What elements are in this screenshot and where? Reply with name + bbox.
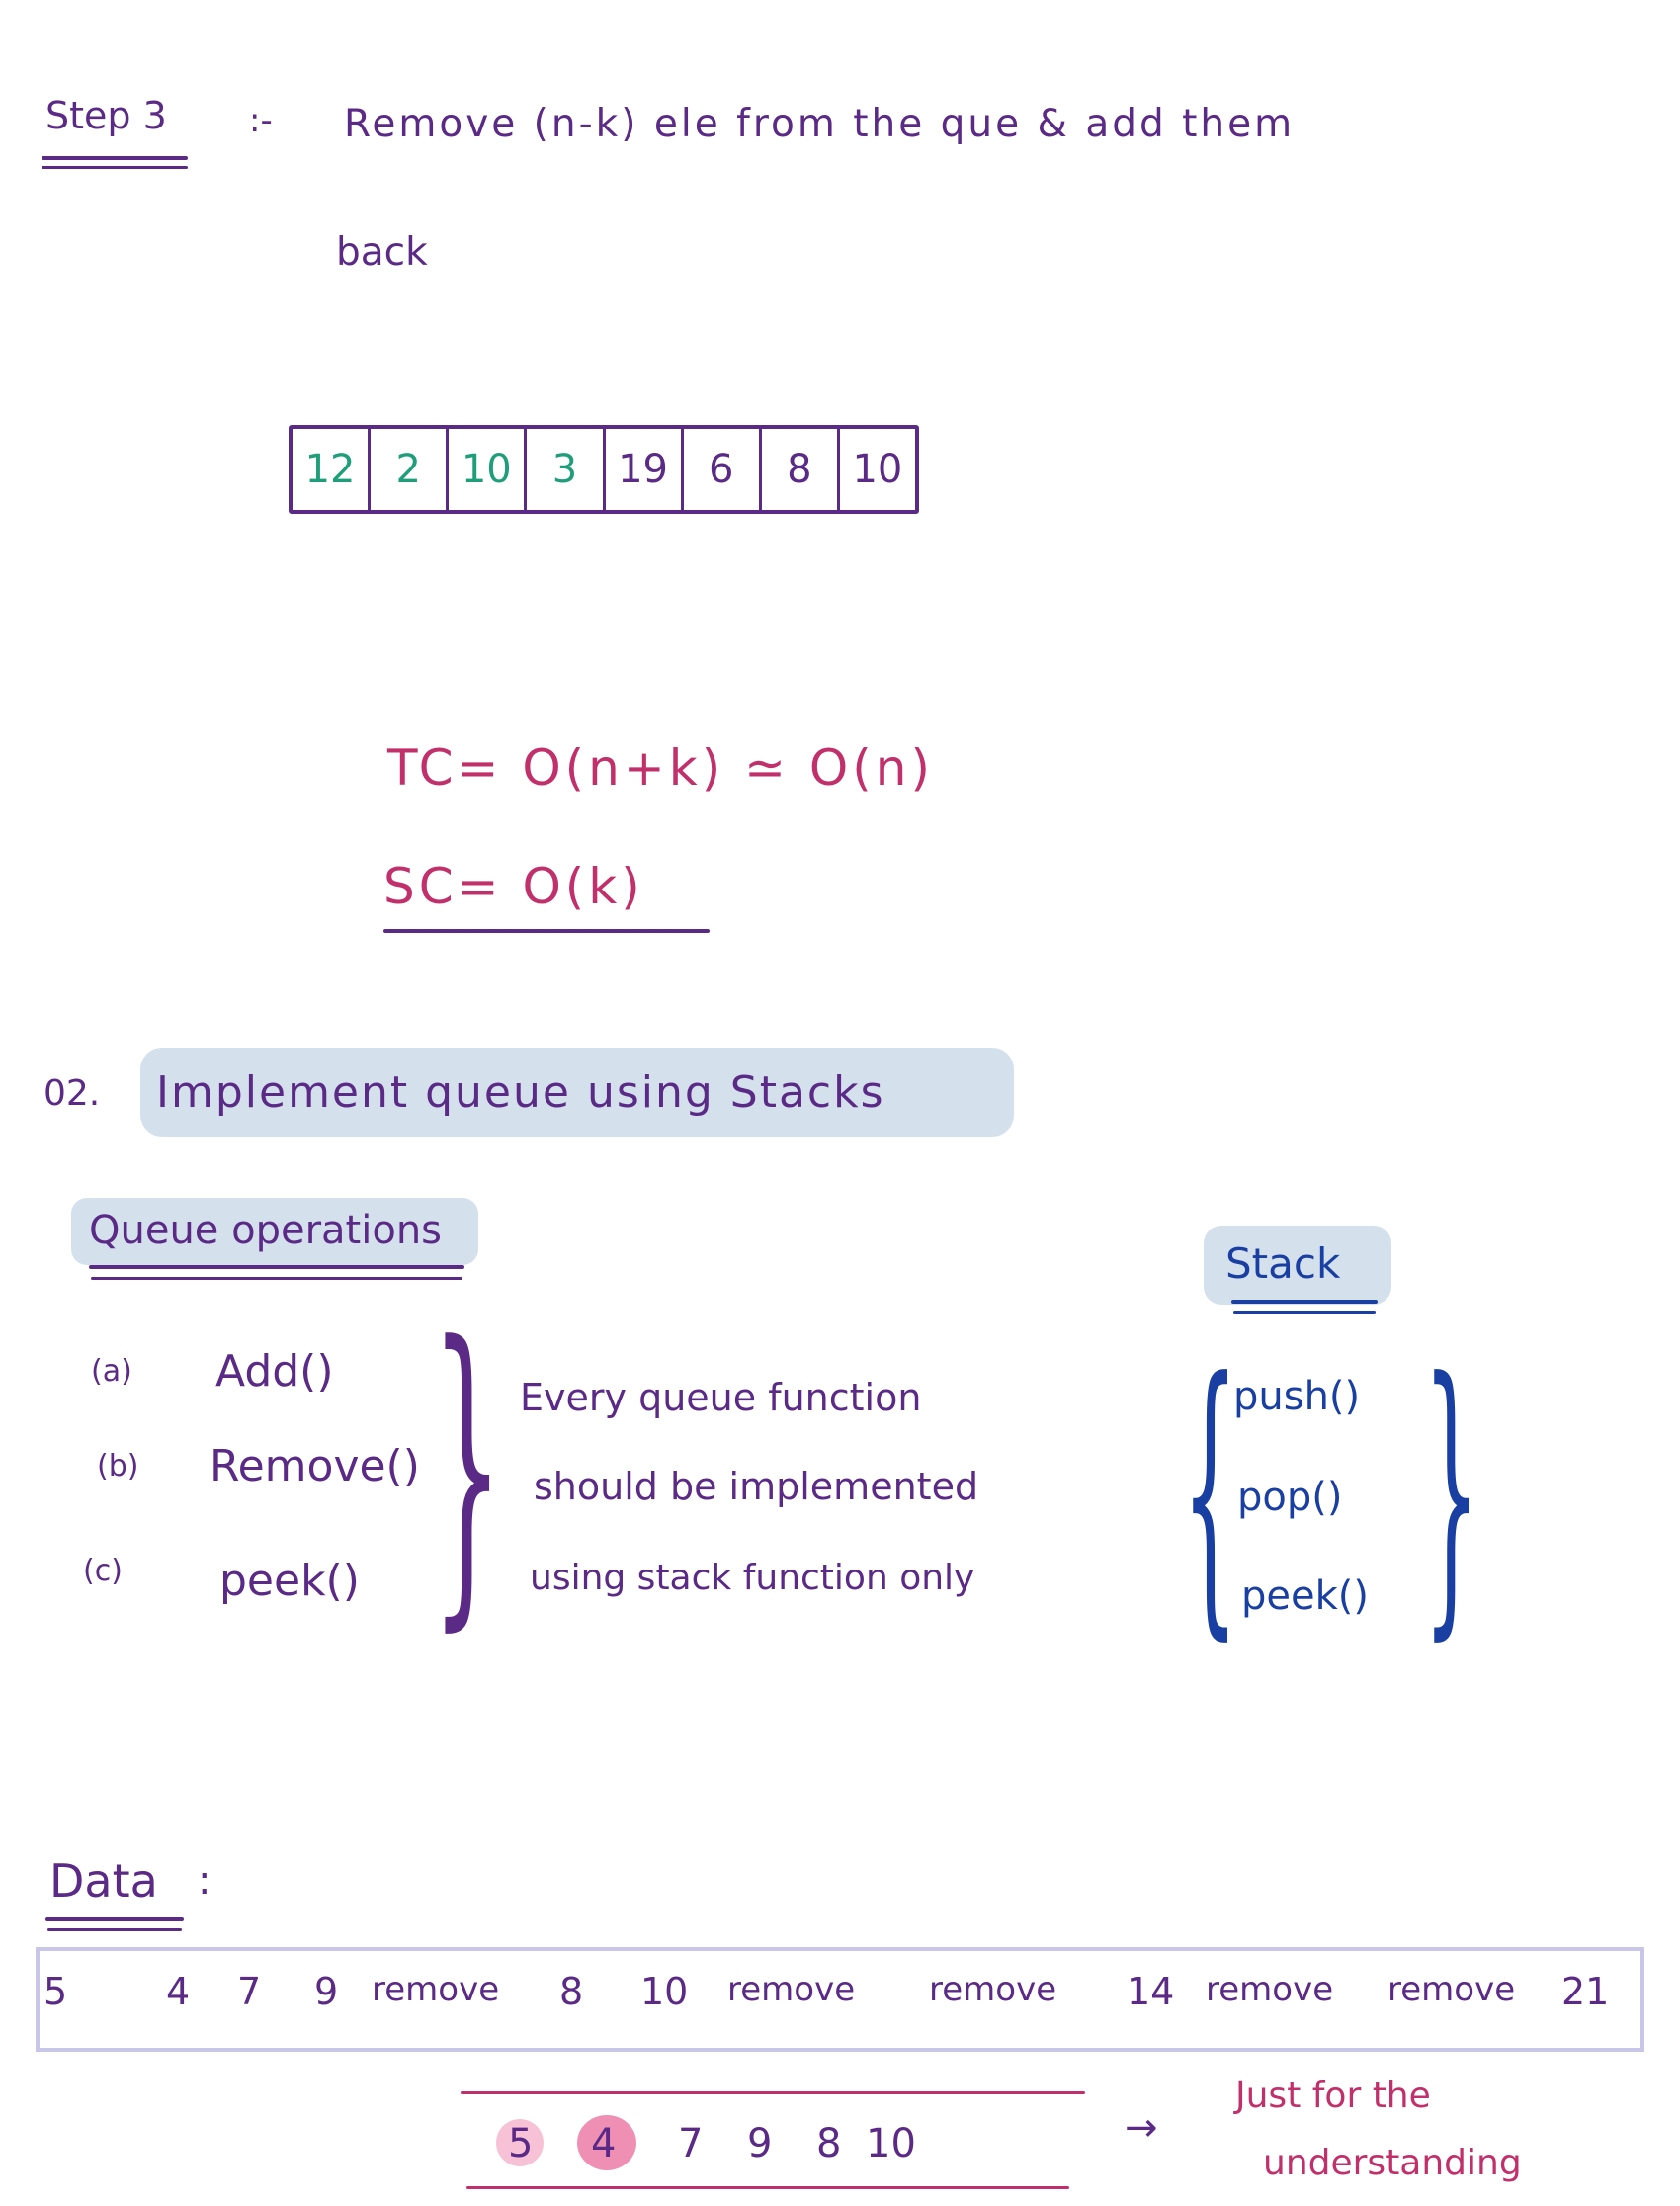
queue-op-marker-a: (a)	[91, 1354, 132, 1389]
data-token: remove	[1387, 1970, 1516, 2009]
step-label-underline-2	[42, 166, 188, 169]
time-complexity: TC= O(n+k) ≃ O(n)	[387, 739, 934, 797]
note-line2: understanding	[1263, 2143, 1522, 2183]
complexity-underline	[383, 929, 710, 933]
result-highlight-4	[577, 2115, 636, 2170]
step-separator: :-	[249, 101, 273, 140]
data-token: 9	[314, 1970, 339, 2013]
space-complexity: SC= O(k)	[383, 858, 644, 915]
data-label: Data	[49, 1854, 158, 1908]
question-highlight	[140, 1048, 1014, 1137]
stack-push: push()	[1233, 1374, 1361, 1419]
queue-op-remove: Remove()	[210, 1441, 420, 1491]
queue-op-peek: peek()	[219, 1556, 360, 1606]
queue-ops-highlight	[71, 1198, 478, 1265]
stack-brace-right-icon: }	[1423, 1319, 1480, 1664]
stack-underline	[1231, 1300, 1378, 1304]
array-cell: 6	[684, 429, 762, 510]
result-token: 7	[678, 2121, 704, 2166]
result-token: 10	[866, 2121, 916, 2166]
array-cell: 12	[293, 429, 372, 510]
queue-note-line1: Every queue function	[520, 1376, 922, 1419]
stack-heading: Stack	[1225, 1239, 1341, 1288]
note-line1: Just for the	[1235, 2076, 1431, 2116]
stack-underline-2	[1233, 1311, 1376, 1314]
result-token: 5	[508, 2121, 534, 2166]
data-underline	[45, 1917, 184, 1921]
result-token: 4	[591, 2121, 617, 2166]
question-number: 02.	[43, 1073, 101, 1114]
data-token: remove	[727, 1970, 856, 2009]
array-cell: 10	[852, 447, 903, 492]
queue-ops-underline-2	[91, 1277, 462, 1280]
stack-highlight	[1204, 1226, 1391, 1305]
stack-brace-left-icon: {	[1182, 1319, 1239, 1664]
result-token: 8	[816, 2121, 842, 2166]
data-colon: :	[198, 1858, 211, 1904]
result-bottom-line	[466, 2186, 1069, 2189]
stack-pop: pop()	[1237, 1475, 1343, 1520]
data-token: 8	[559, 1970, 584, 2013]
data-token: 14	[1127, 1970, 1175, 2013]
data-token: 4	[166, 1970, 191, 2013]
array-cell: 19	[606, 429, 684, 510]
data-token: remove	[1206, 1970, 1334, 2009]
question-title: Implement queue using Stacks	[156, 1067, 885, 1118]
data-token: 10	[640, 1970, 689, 2013]
result-highlight-5	[496, 2119, 544, 2166]
data-underline-2	[47, 1928, 182, 1931]
step-label: Step 3	[45, 94, 167, 137]
queue-op-marker-b: (b)	[97, 1449, 139, 1484]
step-label-underline	[42, 156, 188, 160]
data-token: 21	[1561, 1970, 1610, 2013]
queue-op-add: Add()	[215, 1346, 334, 1397]
data-token: remove	[929, 1970, 1057, 2009]
queue-op-marker-c: (c)	[83, 1554, 123, 1588]
queue-note-line3: using stack function only	[530, 1558, 975, 1598]
array-cell: 2	[371, 429, 450, 510]
queue-ops-brace-icon: }	[431, 1278, 504, 1657]
data-token: 5	[43, 1970, 68, 2013]
result-token: 9	[747, 2121, 773, 2166]
array-cell: 3	[527, 429, 606, 510]
data-token: remove	[372, 1970, 500, 2009]
data-strip	[36, 1947, 1644, 2052]
arrow-icon: →	[1125, 2105, 1158, 2151]
step-text-line1: Remove (n-k) ele from the que & add them	[344, 102, 1296, 146]
data-token: 7	[237, 1970, 262, 2013]
result-top-line	[461, 2091, 1085, 2094]
queue-ops-underline	[89, 1265, 464, 1269]
array-diagram: 12 2 10 3 19 6 8 10	[289, 425, 919, 514]
queue-ops-heading: Queue operations	[89, 1208, 443, 1253]
queue-note-line2: should be implemented	[534, 1465, 979, 1508]
array-cell: 8	[762, 429, 840, 510]
stack-peek: peek()	[1241, 1573, 1369, 1619]
step-text-line2: back	[336, 230, 428, 275]
array-cell: 10	[449, 429, 528, 510]
